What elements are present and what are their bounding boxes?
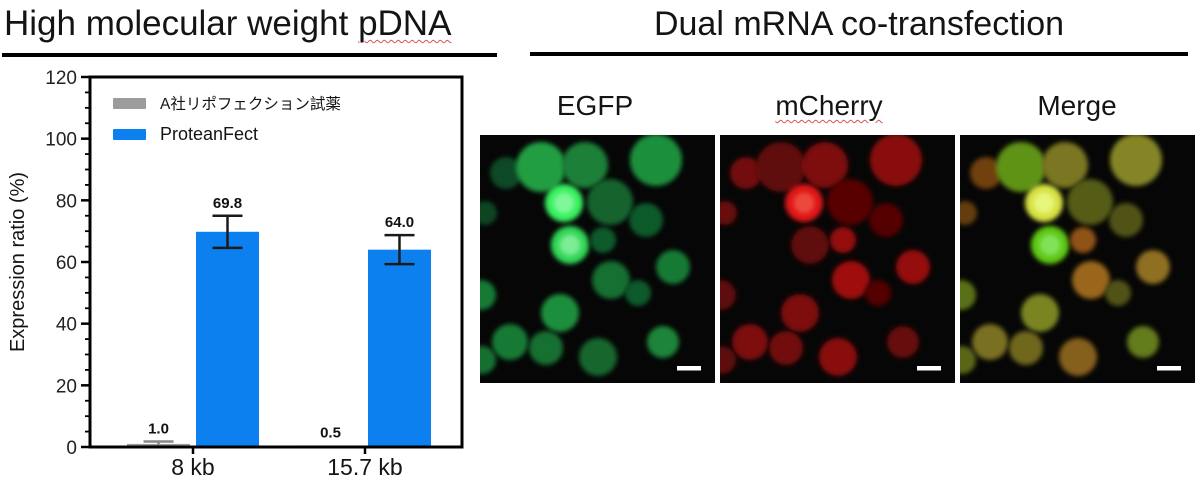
left-title-spellcheck-word: pDNA (358, 4, 452, 43)
cell (480, 201, 497, 225)
y-tick-label: 120 (45, 68, 77, 89)
merge-fluorescence-image (960, 135, 1195, 383)
cell-bright-core (553, 192, 575, 214)
cell (720, 346, 736, 374)
cell (1127, 326, 1159, 358)
cell (960, 280, 976, 310)
x-category-label: 8 kb (171, 454, 214, 480)
cell (802, 142, 848, 188)
scale-bar (1157, 366, 1181, 371)
cell (819, 338, 857, 376)
cell (480, 280, 496, 310)
cell (887, 326, 919, 358)
right-section-title: Dual mRNA co-transfection (653, 5, 1065, 43)
left-title-underline (2, 53, 497, 57)
cell (1042, 142, 1088, 188)
cell (791, 226, 829, 264)
cell (1009, 331, 1043, 365)
cell (972, 324, 1008, 360)
cell (869, 203, 903, 237)
cell (629, 203, 663, 237)
bar-ProteanFect-8 kb (196, 231, 259, 447)
cell (1072, 261, 1110, 299)
panel-label-egfp: EGFP (556, 90, 634, 121)
left-title-text: High molecular weight (4, 4, 359, 43)
bar-value-label: 69.8 (213, 195, 242, 212)
panel-label-mcherry: mCherry (775, 90, 883, 121)
cell (630, 135, 682, 186)
cell (970, 157, 1002, 189)
cell (896, 250, 930, 284)
scale-bar (677, 366, 701, 371)
bar-value-label: 64.0 (385, 214, 414, 231)
cell (587, 179, 633, 225)
cell (590, 227, 616, 253)
right-title-underline (530, 52, 1188, 56)
y-tick-label: 0 (66, 438, 77, 459)
cell (1070, 227, 1096, 253)
cell (1105, 280, 1131, 306)
cell (529, 331, 563, 365)
bar-value-label: 0.5 (320, 424, 341, 441)
y-axis-label: Expression ratio (%) (7, 172, 29, 352)
cell (769, 331, 803, 365)
y-tick-label: 60 (56, 253, 77, 274)
cell-bright-core (559, 234, 581, 256)
expression-ratio-bar-chart: 1.0 69.8 0.5 64.0 0 20 40 60 80 100 120 8 kb 15.7 kb… (7, 68, 464, 480)
cell (1109, 203, 1143, 237)
cell (490, 157, 522, 189)
panel-label-merge: Merge (1037, 90, 1117, 121)
y-tick-label: 80 (56, 191, 77, 212)
bar-value-label: 1.0 (148, 420, 169, 437)
cell (865, 280, 891, 306)
cell (541, 294, 579, 332)
cell (730, 157, 762, 189)
cell (480, 346, 496, 374)
cell (720, 280, 736, 310)
left-section-title: High molecular weight pDNA (4, 4, 451, 44)
y-tick-label: 40 (56, 315, 77, 336)
mcherry-fluorescence-image (720, 135, 955, 383)
cell (1136, 250, 1170, 284)
x-category-label: 15.7 kb (327, 454, 402, 480)
cell (781, 294, 819, 332)
cell (960, 201, 977, 225)
legend-label: ProteanFect (160, 124, 258, 144)
cell (625, 280, 651, 306)
legend-label: A社リポフェクション試薬 (160, 95, 341, 113)
legend-swatch-gray (113, 98, 146, 109)
cell (647, 326, 679, 358)
cell (579, 338, 617, 376)
cell (656, 250, 690, 284)
cell (996, 142, 1046, 192)
cell (1021, 294, 1059, 332)
cell-bright-core (1039, 234, 1061, 256)
cell (830, 227, 856, 253)
legend-swatch-blue (113, 129, 146, 140)
cell (1067, 179, 1113, 225)
cell (720, 201, 737, 225)
cell (732, 324, 768, 360)
cell (960, 346, 976, 374)
cell-bright-core (793, 192, 815, 214)
egfp-fluorescence-image (480, 135, 715, 383)
cell (1059, 338, 1097, 376)
cell (756, 142, 806, 192)
cell (592, 261, 630, 299)
scale-bar (917, 366, 941, 371)
cell (492, 324, 528, 360)
y-tick-label: 100 (45, 130, 77, 151)
cell (827, 179, 873, 225)
cell (1110, 135, 1162, 186)
cell (516, 142, 566, 192)
cell (562, 142, 608, 188)
cell (870, 135, 922, 186)
y-tick-label: 20 (56, 376, 77, 397)
cell-bright-core (1033, 192, 1055, 214)
bar-ProteanFect-15.7 kb (368, 249, 431, 447)
cell (832, 261, 870, 299)
